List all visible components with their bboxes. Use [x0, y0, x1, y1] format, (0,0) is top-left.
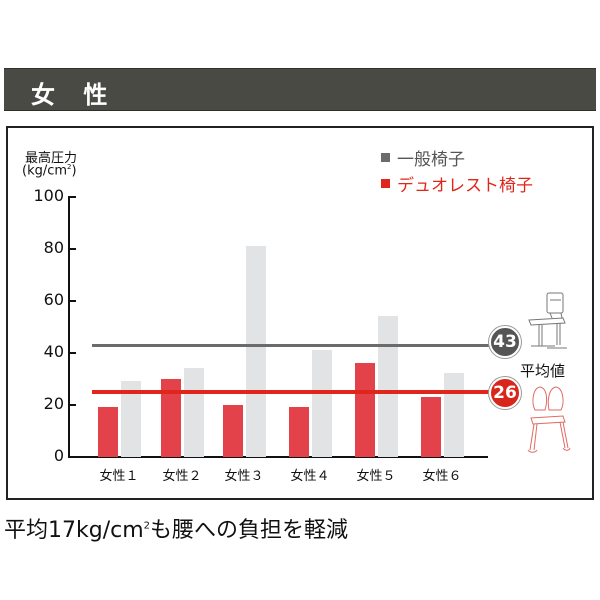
legend-swatch-icon	[381, 179, 390, 188]
bar-general	[121, 381, 141, 457]
y-tick	[68, 300, 76, 302]
y-axis-unit: (kg/cm2)	[22, 163, 77, 178]
x-category-label: 女性４	[290, 469, 330, 484]
footer-caption: 平均17kg/cm2も腰への負担を軽減	[4, 512, 348, 544]
footer-text-rest: も腰への負担を軽減	[150, 518, 349, 543]
x-category-label: 女性２	[162, 469, 202, 484]
y-axis-label: 最高圧力	[25, 151, 78, 166]
y-tick-label: 100	[33, 186, 64, 205]
average-badge-duorest: 26	[489, 377, 521, 409]
footer-superscript: 2	[143, 520, 151, 532]
y-tick-label: 20	[43, 394, 64, 413]
section-title: 女 性	[31, 81, 118, 109]
legend-label: 一般椅子	[397, 150, 465, 170]
footer-text: 平均17kg/cm	[4, 518, 144, 543]
legend-label: デュオレスト椅子	[397, 176, 533, 196]
bar-general	[246, 245, 266, 457]
bar-general	[184, 368, 204, 457]
average-caption: 平均値	[520, 362, 566, 380]
unit-text: (kg/cm	[22, 163, 68, 179]
y-tick	[68, 196, 76, 198]
x-category-label: 女性１	[99, 469, 139, 484]
bar-duorest	[289, 407, 309, 457]
x-axis	[68, 456, 488, 458]
unit-superscript: 2	[67, 163, 72, 171]
y-tick	[68, 248, 76, 250]
bar-general	[312, 349, 332, 457]
y-tick-label: 0	[53, 446, 64, 465]
legend-swatch-icon	[381, 153, 390, 162]
legend-item-general: 一般椅子	[381, 145, 465, 170]
bar-duorest	[98, 407, 118, 457]
unit-text-close: )	[71, 163, 77, 179]
bar-general	[378, 316, 398, 457]
bar-duorest	[355, 363, 375, 457]
general-chair-icon	[528, 292, 567, 349]
bar-duorest	[223, 404, 243, 457]
duorest-chair-icon	[527, 386, 571, 453]
x-category-label: 女性６	[422, 469, 462, 484]
legend-item-duorest: デュオレスト椅子	[381, 171, 533, 196]
bar-general	[444, 373, 464, 457]
bar-duorest	[421, 396, 441, 457]
y-tick-label: 60	[43, 290, 64, 309]
y-tick	[68, 404, 76, 406]
x-category-label: 女性５	[356, 469, 396, 484]
section-header: 女 性	[4, 68, 596, 111]
bar-duorest	[161, 378, 181, 457]
average-line-duorest	[92, 390, 492, 394]
y-tick-label: 40	[43, 342, 64, 361]
y-tick	[68, 352, 76, 354]
average-line-general	[92, 344, 492, 347]
average-badge-general: 43	[489, 326, 521, 358]
y-tick-label: 80	[43, 238, 64, 257]
x-category-label: 女性３	[224, 469, 264, 484]
y-axis	[68, 196, 70, 458]
